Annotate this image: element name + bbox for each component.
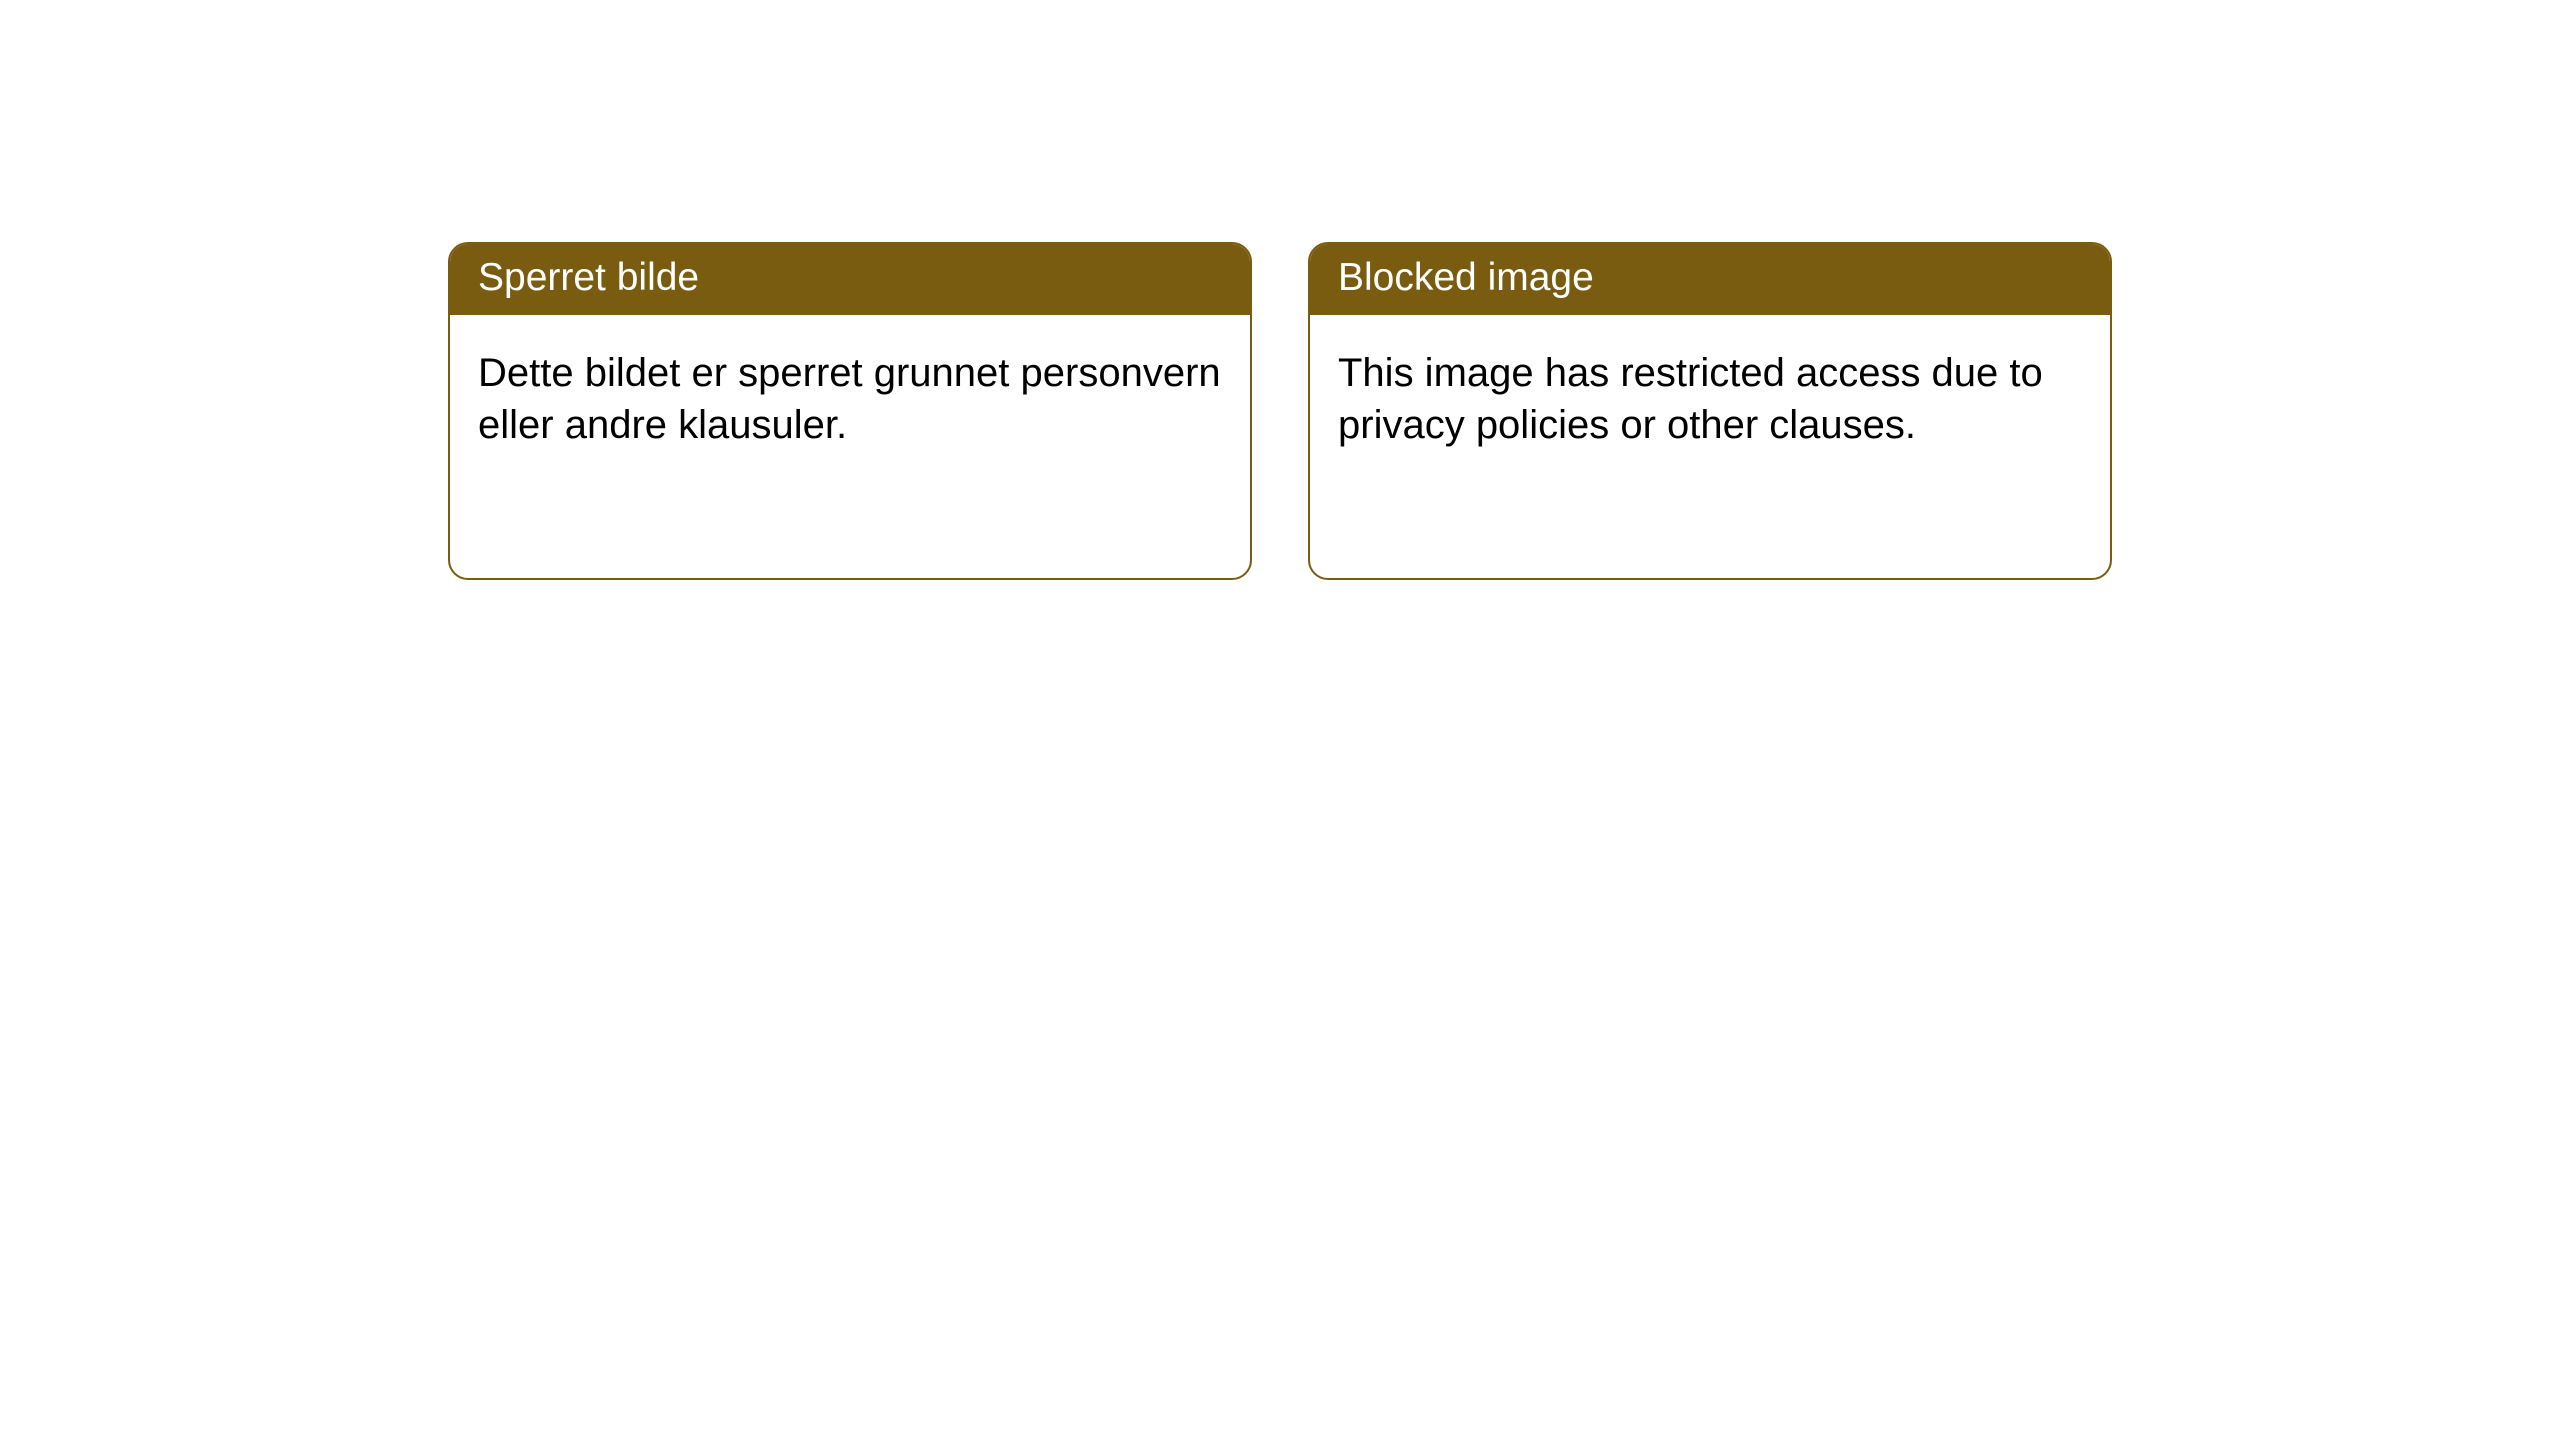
card-header-english: Blocked image: [1310, 244, 2110, 315]
card-body-norwegian: Dette bildet er sperret grunnet personve…: [450, 315, 1250, 483]
card-header-norwegian: Sperret bilde: [450, 244, 1250, 315]
card-title-norwegian: Sperret bilde: [478, 256, 699, 299]
card-body-text-english: This image has restricted access due to …: [1338, 351, 2043, 447]
card-body-text-norwegian: Dette bildet er sperret grunnet personve…: [478, 351, 1221, 447]
card-body-english: This image has restricted access due to …: [1310, 315, 2110, 483]
cards-container: Sperret bilde Dette bildet er sperret gr…: [448, 242, 2112, 1440]
card-title-english: Blocked image: [1338, 256, 1594, 299]
card-english: Blocked image This image has restricted …: [1308, 242, 2112, 580]
card-norwegian: Sperret bilde Dette bildet er sperret gr…: [448, 242, 1252, 580]
